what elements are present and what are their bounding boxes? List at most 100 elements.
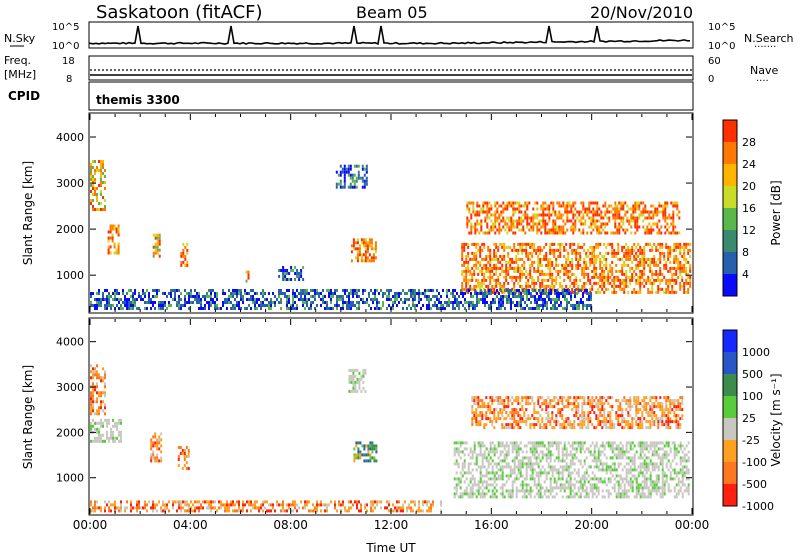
power-cell xyxy=(632,213,635,217)
velocity-cell xyxy=(98,433,100,437)
power-cell xyxy=(500,295,502,298)
power-cell xyxy=(518,201,521,205)
power-colorbar-label: Power [dB] xyxy=(769,180,783,245)
power-cell xyxy=(528,201,531,205)
velocity-cell xyxy=(467,471,470,475)
power-cell xyxy=(503,248,506,252)
power-cell xyxy=(210,298,212,301)
power-cell xyxy=(456,304,458,307)
velocity-cell xyxy=(679,480,682,484)
power-cell xyxy=(553,266,556,270)
velocity-cell xyxy=(499,402,502,406)
power-cell xyxy=(466,301,468,304)
power-cell xyxy=(152,289,154,292)
power-cell xyxy=(347,164,350,168)
power-cell xyxy=(374,295,376,298)
power-cell xyxy=(477,281,480,285)
power-cell xyxy=(390,289,392,292)
power-cell xyxy=(452,289,454,292)
velocity-cell xyxy=(539,444,542,448)
power-cell xyxy=(92,178,94,181)
power-cell xyxy=(264,304,266,307)
velocity-cell xyxy=(90,427,92,431)
velocity-cell xyxy=(655,465,658,469)
velocity-cell xyxy=(92,376,94,380)
velocity-cell xyxy=(457,465,460,469)
velocity-cell xyxy=(361,444,364,448)
power-cell xyxy=(304,289,306,292)
velocity-cell xyxy=(483,474,486,478)
power-cell xyxy=(374,256,377,260)
power-cell xyxy=(513,266,516,270)
velocity-cell xyxy=(352,377,355,381)
power-cell xyxy=(596,228,599,232)
power-cell xyxy=(617,269,620,273)
velocity-cell xyxy=(529,441,532,445)
power-cell xyxy=(562,201,565,205)
power-cell xyxy=(478,222,481,226)
velocity-cell xyxy=(521,462,524,466)
velocity-cell xyxy=(485,459,488,463)
power-cell xyxy=(657,257,660,261)
power-cell xyxy=(496,201,499,205)
power-cell xyxy=(508,301,510,304)
power-cell xyxy=(526,207,529,211)
velocity-cell xyxy=(453,477,456,481)
power-cell xyxy=(96,193,98,196)
power-cell xyxy=(655,263,658,267)
power-cell xyxy=(465,275,468,279)
velocity-cell xyxy=(577,474,580,478)
power-cell xyxy=(347,173,350,177)
power-cell xyxy=(679,245,682,249)
power-cell xyxy=(300,272,303,275)
power-cell xyxy=(577,263,580,267)
power-cell xyxy=(490,289,492,292)
power-cell xyxy=(685,278,688,282)
power-cell xyxy=(495,290,498,294)
velocity-cell xyxy=(505,456,508,460)
velocity-cell xyxy=(671,459,674,463)
power-cell xyxy=(465,290,468,294)
velocity-cell xyxy=(116,421,118,425)
velocity-cell xyxy=(593,453,596,457)
velocity-cell xyxy=(517,453,520,457)
power-cell xyxy=(349,173,352,177)
power-cell xyxy=(416,292,418,295)
power-cell xyxy=(182,242,185,246)
velocity-cell xyxy=(641,492,644,496)
power-cell xyxy=(108,298,110,301)
power-cell xyxy=(566,289,568,292)
power-cell xyxy=(646,228,649,232)
power-cell xyxy=(113,227,116,231)
power-cell xyxy=(627,284,630,288)
velocity-cell xyxy=(617,474,620,478)
velocity-cell xyxy=(513,447,516,451)
power-cell xyxy=(552,228,555,232)
velocity-cell xyxy=(675,453,678,457)
velocity-cell xyxy=(511,483,514,487)
power-cell xyxy=(107,245,110,249)
power-cell xyxy=(96,292,98,295)
velocity-cell xyxy=(617,495,620,499)
power-cell xyxy=(158,301,160,304)
power-cell xyxy=(296,272,299,275)
velocity-cell xyxy=(627,456,630,460)
velocity-cell xyxy=(551,444,554,448)
colorbar-swatch xyxy=(723,230,737,252)
power-cell xyxy=(550,301,552,304)
power-cell xyxy=(603,281,606,285)
power-cell xyxy=(529,242,532,246)
velocity-cell xyxy=(651,480,654,484)
power-cell xyxy=(620,201,623,205)
power-cell xyxy=(569,269,572,273)
power-cell xyxy=(616,207,619,211)
power-cell xyxy=(498,216,501,220)
power-cell xyxy=(148,298,150,301)
velocity-cell xyxy=(537,444,540,448)
power-cell xyxy=(339,173,342,177)
power-cell xyxy=(675,272,678,276)
velocity-cell xyxy=(549,489,552,493)
velocity-cell xyxy=(519,447,522,451)
velocity-cell xyxy=(367,450,370,454)
power-cell xyxy=(496,216,499,220)
